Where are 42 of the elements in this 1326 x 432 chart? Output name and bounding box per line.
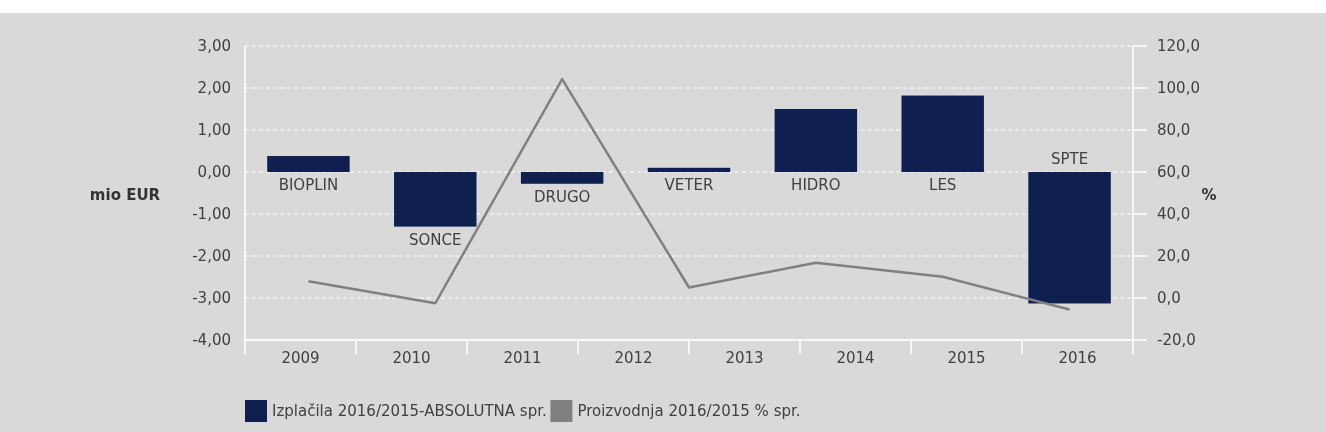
y-tick-label: 0,00 bbox=[197, 163, 231, 182]
y-tick-label: 1,00 bbox=[197, 121, 231, 140]
bar bbox=[1028, 172, 1111, 304]
legend-label: Proizvodnja 2016/2015 % spr. bbox=[577, 402, 801, 420]
y-tick-label: -4,00 bbox=[192, 331, 231, 350]
y-tick-label: -1,00 bbox=[192, 205, 231, 224]
bar bbox=[901, 95, 984, 172]
x-tick-label: SONCE bbox=[409, 230, 462, 249]
bar bbox=[774, 109, 858, 172]
y2-tick-label: 100,0 bbox=[1157, 79, 1200, 98]
x2-tick-label: 2011 bbox=[503, 349, 542, 367]
y2-tick-label: 0,0 bbox=[1157, 289, 1181, 308]
x2-tick-label: 2012 bbox=[614, 349, 653, 367]
x-tick-label: HIDRO bbox=[791, 176, 841, 194]
y2-tick-label: 40,0 bbox=[1157, 205, 1191, 224]
x2-tick-label: 2013 bbox=[725, 349, 764, 367]
y2-tick-label: 80,0 bbox=[1157, 121, 1191, 140]
x2-tick-label: 2009 bbox=[281, 349, 320, 367]
x-tick-label: VETER bbox=[664, 176, 714, 194]
x2-tick-label: 2010 bbox=[392, 349, 431, 367]
x-tick-label: LES bbox=[929, 176, 957, 194]
y2-tick-label: 20,0 bbox=[1157, 247, 1191, 266]
y2-tick-label: -20,0 bbox=[1157, 331, 1196, 350]
y-tick-label: -2,00 bbox=[192, 247, 231, 266]
bar bbox=[267, 156, 350, 172]
y2-tick-label: 120,0 bbox=[1157, 37, 1200, 56]
y-tick-label: -3,00 bbox=[192, 289, 231, 308]
y-axis-title: mio EUR bbox=[89, 186, 161, 205]
y2-tick-label: 60,0 bbox=[1157, 163, 1191, 182]
x-tick-label: BIOPLIN bbox=[278, 176, 339, 194]
x2-tick-label: 2016 bbox=[1058, 349, 1097, 367]
bar bbox=[647, 167, 731, 172]
x2-tick-label: 2014 bbox=[836, 349, 875, 367]
y2-axis-title: % bbox=[1201, 186, 1217, 205]
x2-tick-label: 2015 bbox=[947, 349, 986, 367]
bar bbox=[520, 172, 604, 184]
x-tick-label: DRUGO bbox=[533, 187, 591, 206]
legend-label: Izplačila 2016/2015-ABSOLUTNA spr. bbox=[272, 402, 547, 420]
y-tick-label: 2,00 bbox=[197, 79, 231, 98]
bar bbox=[394, 172, 477, 227]
x-tick-label: SPTE bbox=[1050, 150, 1089, 168]
y-tick-label: 3,00 bbox=[197, 37, 231, 56]
